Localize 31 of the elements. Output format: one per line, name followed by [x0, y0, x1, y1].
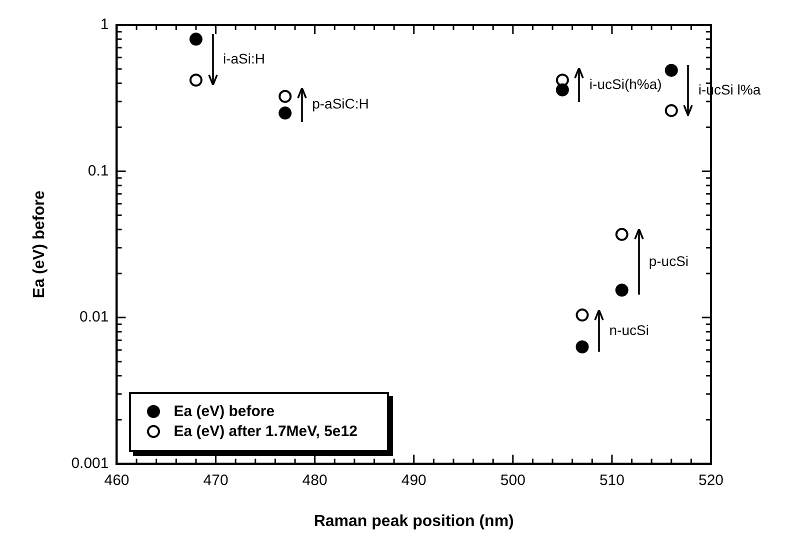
point: [189, 74, 202, 87]
point: [556, 83, 569, 96]
annotation: p-aSiC:H: [312, 96, 369, 112]
legend-label: Ea (eV) after 1.7MeV, 5e12: [174, 422, 358, 442]
legend-label: Ea (eV) before: [174, 402, 275, 422]
y-tick-label: 0.001: [71, 454, 109, 472]
point: [576, 340, 589, 354]
x-tick-label: 510: [599, 472, 624, 489]
x-tick-label: 520: [698, 472, 724, 489]
point: [189, 32, 202, 46]
point: [278, 90, 292, 103]
annotation: n-ucSi: [609, 322, 649, 338]
point: [664, 64, 678, 77]
y-tick-label: 0.01: [80, 308, 109, 326]
y-axis-title: Ea (eV) before: [31, 190, 48, 298]
x-tick-label: 470: [203, 472, 228, 489]
point: [664, 104, 678, 118]
point: [278, 106, 292, 120]
point: [576, 308, 589, 322]
x-axis-title: Raman peak position (nm): [314, 512, 514, 530]
annotation: p-ucSi: [648, 253, 689, 270]
x-tick-label: 500: [500, 472, 526, 489]
y-tick-label: 1: [100, 16, 109, 34]
annotation: i-ucSi(h%a): [589, 76, 662, 92]
x-tick-label: 480: [302, 472, 328, 489]
y-tick-label: 0.1: [88, 162, 109, 180]
annotation: i-aSi:H: [222, 50, 265, 66]
point: [615, 284, 628, 297]
x-tick-label: 460: [104, 472, 130, 489]
point: [615, 228, 628, 241]
x-tick-label: 490: [401, 472, 426, 489]
